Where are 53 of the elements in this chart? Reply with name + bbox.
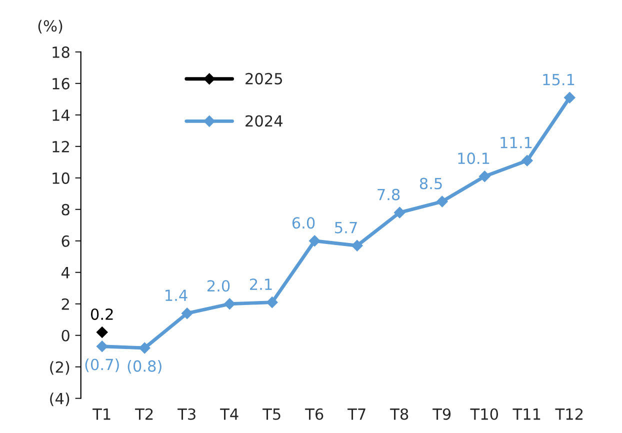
y-tick-label: 14: [52, 110, 70, 121]
data-label: 15.1: [543, 74, 574, 86]
point: [479, 170, 490, 182]
x-tick-label: T6: [305, 408, 324, 420]
point: [522, 155, 533, 166]
y-tick-label: 6: [62, 235, 70, 247]
y-axis-title: (%): [38, 20, 62, 34]
y-tick-label: 0: [62, 330, 70, 342]
data-label: 5.7: [335, 222, 357, 234]
x-tick-label: T1: [92, 408, 110, 420]
y-tick-label: 4: [61, 267, 70, 278]
point: [224, 298, 236, 310]
data-label: 2.0: [207, 280, 230, 292]
y-tick-label: 12: [52, 140, 69, 152]
point: [564, 92, 576, 104]
point: [182, 308, 193, 319]
data-label: (0.8): [128, 360, 162, 374]
x-tick-label: T4: [220, 408, 238, 420]
x-tick-label: T10: [470, 408, 498, 420]
y-tick-label: (4): [50, 392, 70, 406]
x-tick-label: T11: [512, 408, 540, 420]
data-label: 1.4: [166, 290, 188, 301]
y-tick-label: 8: [62, 204, 70, 216]
point: [266, 296, 278, 308]
y-tick-label: 16: [52, 78, 70, 90]
data-label: 10.1: [458, 152, 490, 164]
x-tick-label: T5: [262, 408, 280, 420]
x-tick-label: T3: [178, 408, 196, 420]
legend-label: 2024: [246, 115, 282, 127]
data-label: 11.1: [500, 137, 532, 148]
point: [352, 240, 363, 252]
data-label: 2.1: [250, 278, 272, 290]
x-tick-label: T12: [555, 408, 583, 420]
point: [309, 235, 320, 247]
x-tick-label: T7: [348, 408, 366, 420]
x-tick-label: T9: [432, 408, 451, 420]
y-tick-label: 18: [52, 46, 70, 58]
data-label: 7.8: [378, 188, 400, 200]
y-tick-label: (2): [50, 361, 70, 375]
legend-label: 2025: [246, 72, 282, 84]
point: [96, 340, 108, 352]
point: [436, 196, 448, 208]
data-label: (0.7): [85, 358, 119, 372]
data-label: 6.0: [292, 217, 315, 229]
data-label: 8.5: [420, 178, 442, 190]
x-tick-label: T2: [135, 408, 153, 420]
point: [139, 342, 150, 354]
point: [394, 206, 406, 218]
point: [96, 326, 108, 338]
data-label: 0.2: [90, 308, 113, 320]
y-tick-label: 2: [62, 298, 69, 310]
x-tick-label: T8: [390, 408, 408, 420]
y-tick-label: 10: [52, 172, 70, 184]
